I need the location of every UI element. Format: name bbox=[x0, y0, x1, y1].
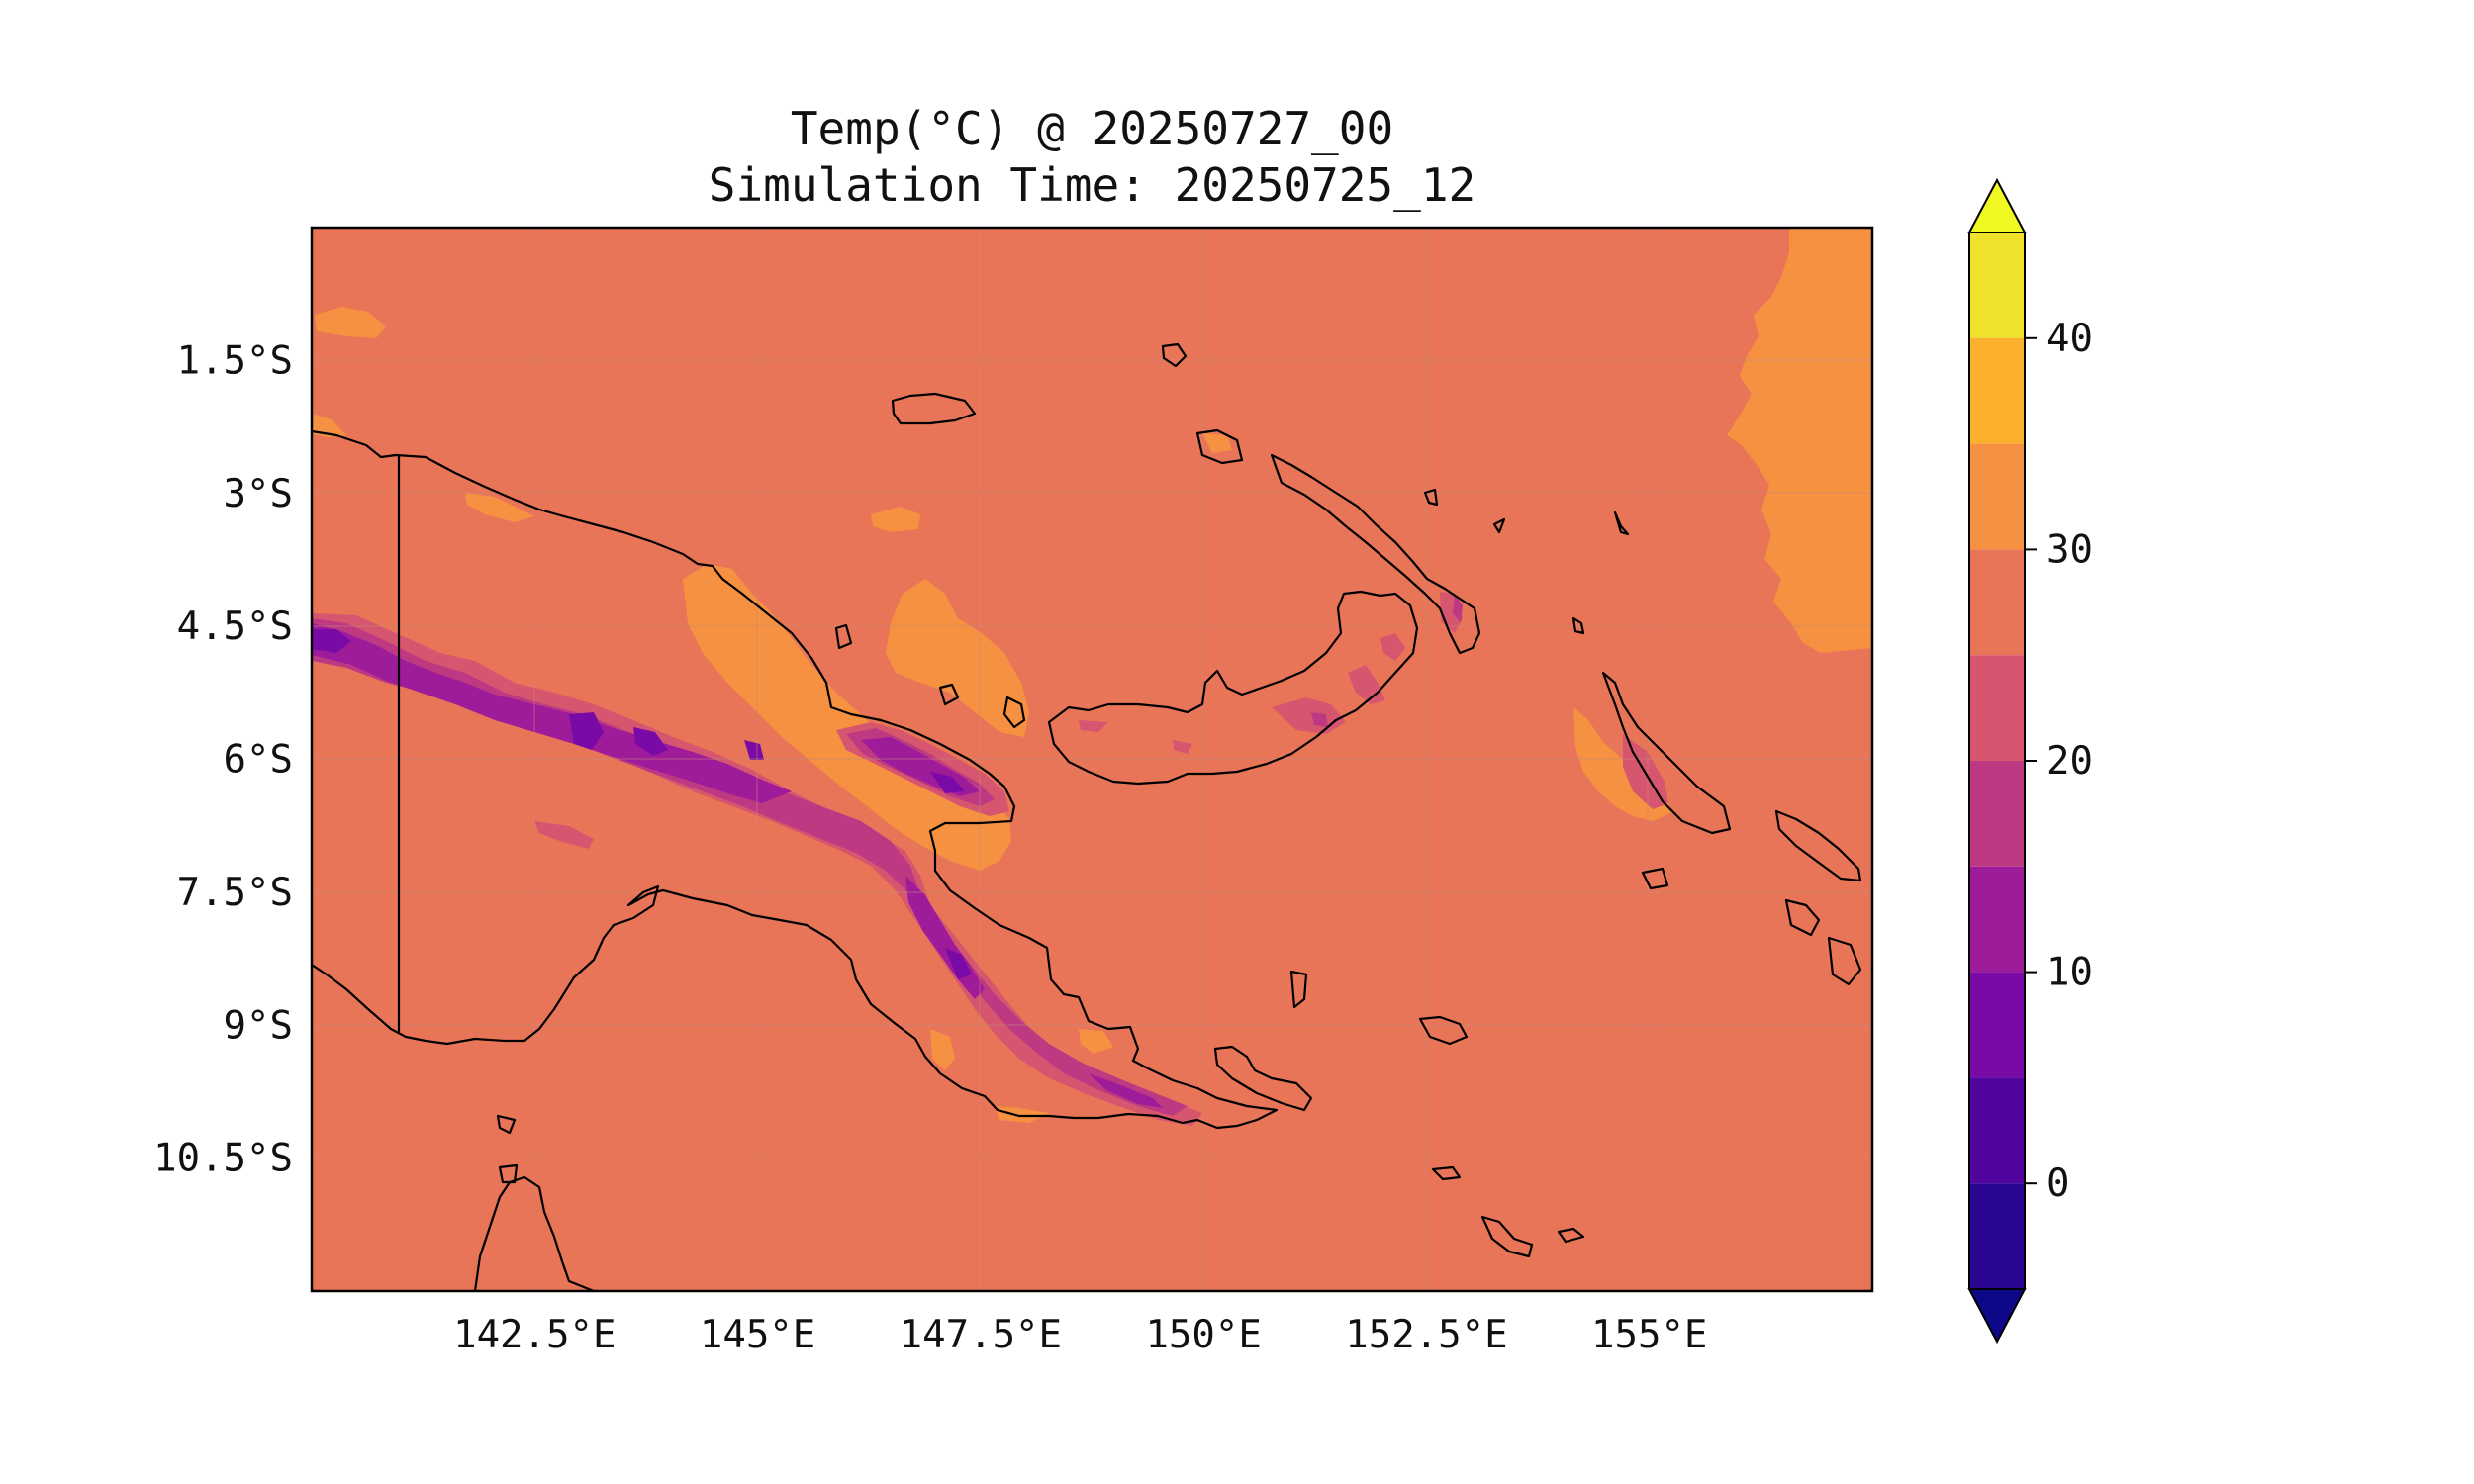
warm-patch bbox=[683, 564, 1011, 871]
cool-patch bbox=[1173, 740, 1192, 754]
warm-ocean-region bbox=[1727, 228, 1872, 653]
island-coastline bbox=[496, 1114, 517, 1135]
colorbar-tick-label: 40 bbox=[2046, 317, 2093, 361]
cold-patch bbox=[1311, 712, 1328, 727]
map-frame bbox=[310, 226, 1874, 1293]
warm-patch bbox=[995, 1106, 1049, 1123]
coldest-cell bbox=[744, 740, 764, 760]
colorbar-level bbox=[1969, 761, 2025, 867]
x-axis-ticks: 142.5°E 145°E 147.5°E 150°E 152.5°E 155°E bbox=[453, 1313, 1707, 1357]
colorbar-level bbox=[1969, 1077, 2025, 1184]
y-axis-ticks: 1.5°S 3°S 4.5°S 6°S 7.5°S 9°S 10.5°S bbox=[153, 338, 293, 1180]
coldest-cell bbox=[569, 712, 604, 750]
warm-patch bbox=[465, 493, 534, 522]
cool-highland-region bbox=[312, 613, 1202, 1126]
map-subtitle: Simulation Time: 20250725_12 bbox=[708, 158, 1476, 212]
map-title: Temp(°C) @ 20250727_00 bbox=[790, 102, 1394, 155]
island-coastline bbox=[1161, 342, 1188, 368]
y-tick-label: 4.5°S bbox=[177, 604, 293, 649]
warm-patch bbox=[886, 579, 1029, 737]
y-tick-label: 1.5°S bbox=[177, 338, 293, 383]
y-tick-label: 10.5°S bbox=[153, 1137, 293, 1181]
island-coastline bbox=[834, 623, 853, 650]
colorbar-level bbox=[1969, 655, 2025, 761]
manus-island-coastline bbox=[891, 392, 977, 425]
colorbar-level bbox=[1969, 972, 2025, 1078]
colorbar-tick-label: 0 bbox=[2046, 1161, 2069, 1206]
new-guinea-coastline bbox=[312, 429, 1279, 1130]
colorbar-level bbox=[1969, 337, 2025, 444]
colorbar-tick-label: 20 bbox=[2046, 739, 2093, 784]
x-tick-label: 142.5°E bbox=[453, 1313, 616, 1357]
island-coastline bbox=[1289, 970, 1308, 1009]
x-tick-label: 147.5°E bbox=[900, 1313, 1062, 1357]
x-tick-label: 145°E bbox=[700, 1313, 815, 1357]
island-coastline bbox=[1423, 488, 1439, 507]
bougainville-coastline bbox=[1601, 671, 1732, 835]
island-coastline bbox=[1613, 510, 1630, 536]
island-coastline bbox=[1571, 616, 1585, 635]
y-tick-label: 7.5°S bbox=[177, 871, 293, 915]
colorbar-under-extension bbox=[1967, 1288, 2027, 1345]
warm-patch bbox=[1202, 433, 1232, 453]
graticule bbox=[312, 228, 1872, 1291]
coldest-cell bbox=[312, 629, 351, 653]
coastlines bbox=[312, 342, 1862, 1291]
x-tick-label: 150°E bbox=[1145, 1313, 1261, 1357]
colorbar-level bbox=[1969, 1183, 2025, 1289]
island-coastline bbox=[938, 683, 960, 706]
very-cold-core bbox=[1089, 1073, 1163, 1108]
y-tick-label: 9°S bbox=[224, 1003, 293, 1048]
island-coastline bbox=[1492, 517, 1506, 534]
island-coastline bbox=[498, 1163, 519, 1184]
island-coastline bbox=[1418, 1015, 1469, 1046]
island-coastline bbox=[1827, 936, 1862, 986]
new-britain-coastline bbox=[1047, 590, 1419, 786]
cool-patch bbox=[1079, 720, 1108, 732]
solomon-island-coastline bbox=[1774, 809, 1862, 882]
island-coastline bbox=[1195, 428, 1244, 465]
island-coastline bbox=[1431, 1165, 1462, 1181]
cool-patch bbox=[1380, 633, 1405, 661]
coldest-cell bbox=[633, 727, 668, 756]
new-ireland-coastline bbox=[1270, 453, 1481, 655]
island-coastline bbox=[1213, 1045, 1313, 1112]
x-tick-label: 155°E bbox=[1591, 1313, 1707, 1357]
warm-patch bbox=[315, 307, 386, 338]
very-cold-core bbox=[312, 623, 792, 803]
island-coastline bbox=[1641, 867, 1669, 890]
warm-patch bbox=[871, 507, 920, 532]
colorbar-level bbox=[1969, 232, 2025, 338]
colorbar-tick-label: 10 bbox=[2046, 951, 2093, 995]
warm-patch bbox=[312, 414, 346, 437]
x-tick-label: 152.5°E bbox=[1345, 1313, 1507, 1357]
cold-patch bbox=[1453, 594, 1463, 623]
colorbar-tick-label: 30 bbox=[2046, 527, 2093, 572]
colorbar-level bbox=[1969, 866, 2025, 973]
colorbar-level bbox=[1969, 443, 2025, 550]
island-coastline bbox=[1002, 696, 1026, 729]
coldest-cell bbox=[930, 772, 965, 793]
australia-coastline bbox=[473, 1175, 595, 1291]
warm-patch bbox=[1079, 1029, 1113, 1054]
colorbar-level bbox=[1969, 549, 2025, 656]
y-tick-label: 6°S bbox=[224, 738, 293, 783]
island-coastline bbox=[1557, 1227, 1585, 1244]
y-tick-label: 3°S bbox=[224, 472, 293, 516]
cool-patch bbox=[534, 821, 594, 849]
island-coastline bbox=[1480, 1215, 1534, 1258]
coldest-cell bbox=[945, 948, 972, 979]
colorbar-over-extension bbox=[1967, 177, 2027, 233]
warm-patch bbox=[930, 1029, 955, 1070]
colorbar: 40 30 20 10 0 bbox=[1967, 177, 2093, 1345]
island-coastline bbox=[1784, 898, 1821, 937]
